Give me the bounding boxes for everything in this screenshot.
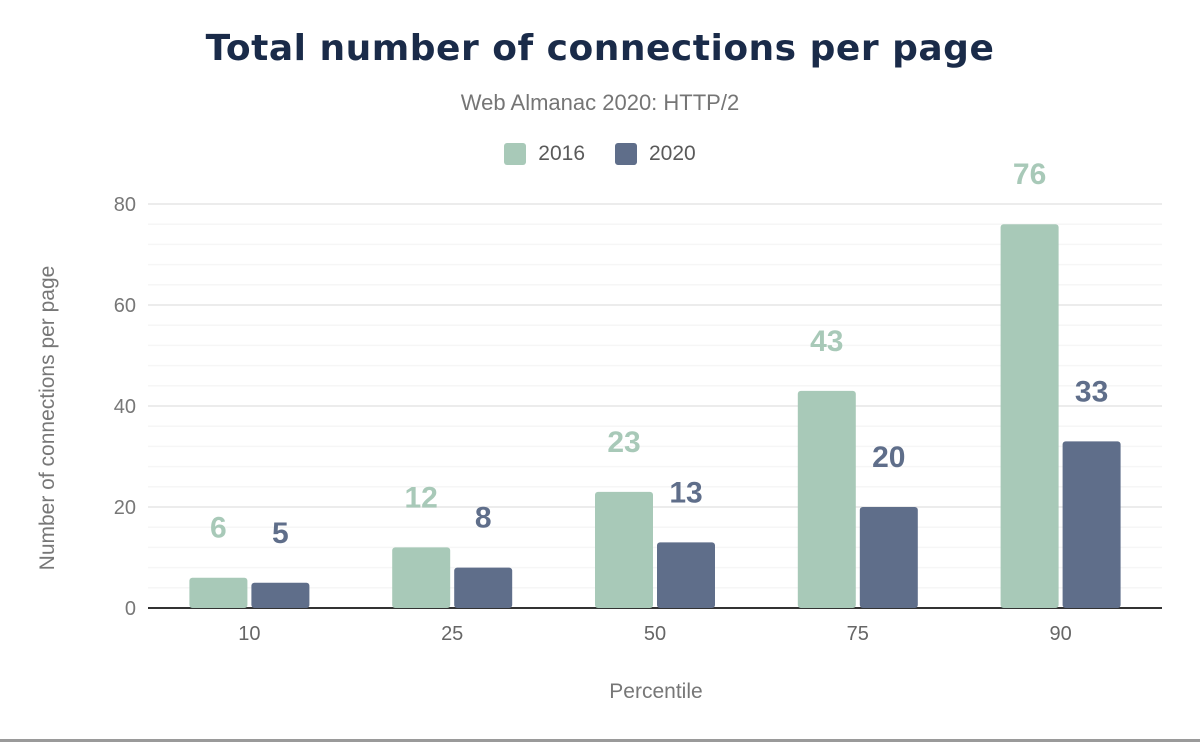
bar-2016-25 [392, 547, 451, 608]
x-tick-label: 25 [441, 623, 463, 645]
bar-2020-90 [1062, 441, 1121, 608]
bar-2020-25 [454, 567, 513, 608]
data-label: 23 [607, 426, 640, 459]
data-label: 43 [810, 325, 843, 358]
bar-2020-50 [657, 542, 715, 608]
y-axis-title: Number of connections per page [36, 266, 59, 571]
legend: 2016 2020 [0, 142, 1200, 166]
bar-2016-50 [595, 491, 653, 608]
chart-title: Total number of connections per page [205, 28, 995, 69]
x-axis-title: Percentile [609, 680, 702, 703]
chart-subtitle: Web Almanac 2020: HTTP/2 [460, 90, 740, 115]
bar-2016-10 [189, 577, 248, 608]
bar-2020-10 [251, 582, 310, 608]
y-tick-label: 0 [125, 598, 136, 620]
legend-item-2016[interactable]: 2016 [504, 142, 585, 166]
y-tick-label: 40 [114, 396, 136, 418]
x-tick-label: 90 [1049, 623, 1071, 645]
y-tick-label: 60 [114, 295, 136, 317]
data-label: 76 [1013, 158, 1046, 191]
bar-2020-75 [859, 507, 918, 608]
data-label: 6 [210, 512, 227, 545]
x-tick-label: 75 [847, 623, 869, 645]
legend-item-2020[interactable]: 2020 [615, 142, 696, 166]
data-label: 12 [405, 481, 438, 514]
data-label: 20 [872, 441, 905, 474]
bar-2016-90 [1000, 224, 1059, 608]
y-tick-label: 20 [114, 497, 136, 519]
data-label: 5 [272, 517, 289, 550]
legend-swatch [615, 143, 637, 165]
data-label: 13 [669, 476, 702, 509]
data-label: 8 [475, 502, 492, 535]
x-tick-label: 10 [238, 623, 260, 645]
legend-label: 2016 [538, 142, 585, 165]
x-tick-label: 50 [644, 623, 666, 645]
legend-label: 2020 [649, 142, 696, 165]
legend-swatch [504, 143, 527, 165]
data-label: 33 [1075, 375, 1108, 408]
divider [0, 739, 1200, 742]
bar-2016-75 [797, 390, 856, 608]
y-tick-label: 80 [114, 194, 136, 216]
